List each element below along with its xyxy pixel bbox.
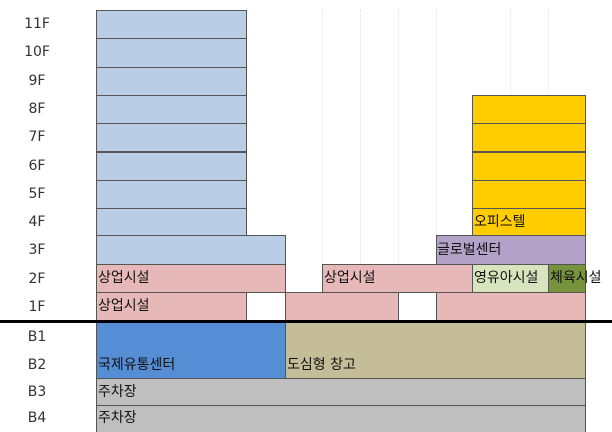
floor-block [472, 179, 586, 210]
block [436, 292, 586, 322]
ground-line [0, 320, 612, 323]
floor-block [96, 208, 247, 238]
floor-block [472, 151, 586, 181]
block-label: 체육시설 [550, 270, 602, 286]
block [96, 405, 586, 432]
grid-line [398, 10, 399, 322]
floor-block [472, 94, 586, 125]
floor-label: B4 [27, 410, 47, 426]
floor-block [96, 38, 247, 68]
block-label: 상업시설 [324, 270, 376, 286]
floor-block [472, 208, 586, 238]
floor-label: B3 [27, 384, 47, 400]
floor-label: 10F [24, 44, 50, 61]
floor-block [96, 151, 247, 181]
floor-label: B1 [27, 329, 47, 345]
floor-block [96, 123, 247, 153]
block [96, 378, 586, 406]
block-label: 도심형 창고 [287, 357, 356, 373]
floor-label: 7F [28, 129, 46, 146]
grid-line [436, 10, 437, 322]
floor-label: 11F [24, 16, 50, 32]
block-label: 국제유통센터 [98, 357, 176, 373]
floor-block [96, 10, 247, 40]
floor-block [96, 179, 247, 210]
floor-label: B2 [27, 357, 47, 373]
floor-label: 4F [28, 214, 46, 231]
block-label: 오피스텔 [474, 214, 526, 231]
floor-label: 8F [28, 100, 46, 117]
block-label: 영유아시설 [474, 270, 539, 286]
floor-block [96, 66, 247, 96]
block [96, 235, 286, 265]
floor-label: 1F [28, 299, 46, 315]
floor-label: 5F [28, 185, 46, 202]
grid-line [322, 10, 323, 322]
floor-label: 6F [28, 157, 46, 174]
block [96, 292, 247, 322]
floor-label: 3F [28, 242, 46, 259]
floor-label: 2F [28, 270, 46, 287]
block-label: 글로벌센터 [437, 242, 502, 258]
floor-block [472, 123, 586, 153]
floor-block [96, 94, 247, 125]
block-label: 주차장 [98, 410, 137, 426]
floor-label: 9F [28, 72, 46, 89]
block [285, 292, 399, 322]
block-label: 상업시설 [98, 270, 150, 286]
grid-line [360, 10, 361, 322]
block-label: 주차장 [98, 384, 137, 400]
block-label: 상업시설 [98, 298, 150, 314]
